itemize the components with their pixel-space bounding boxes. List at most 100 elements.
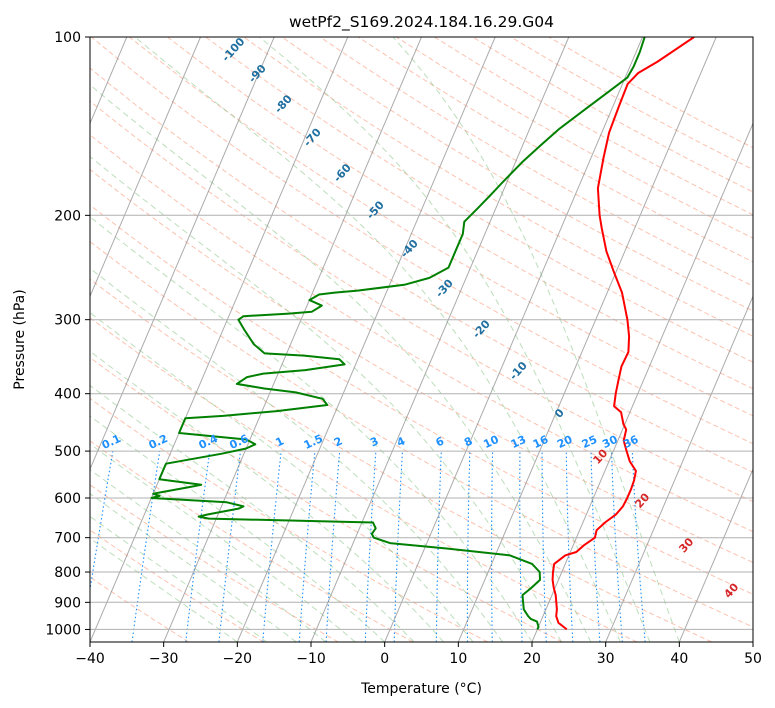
moist-adiabat (90, 515, 268, 642)
mixing-ratio-line (90, 451, 114, 594)
mixing-ratio-label: 1.5 (302, 432, 325, 452)
dry-adiabat (167, 37, 753, 390)
dry-adiabat-label: 20 (632, 490, 652, 510)
y-tick-label: 900 (54, 595, 81, 611)
y-tick-label: 200 (54, 208, 81, 224)
mixing-ratio-label: 16 (531, 433, 551, 451)
dry-adiabat (129, 37, 753, 417)
dry-adiabat (243, 37, 753, 337)
moist-adiabat (134, 37, 621, 642)
mixing-ratio-line (262, 451, 282, 642)
moist-adiabat (90, 493, 297, 642)
moist-adiabat (90, 267, 503, 642)
dry-adiabat (90, 204, 753, 595)
moist-adiabat (90, 469, 327, 642)
dry-adiabat-label: -60 (331, 161, 354, 185)
y-tick-label: 500 (54, 444, 81, 460)
mixing-ratio-label: 2 (332, 434, 344, 449)
dry-adiabat (205, 37, 753, 363)
isotherm (90, 37, 201, 298)
dry-adiabat (90, 317, 638, 642)
mixing-ratio-line (565, 451, 574, 642)
y-axis-label: Pressure (hPa) (12, 289, 28, 389)
x-axis-label: Temperature (°C) (360, 681, 482, 697)
mixing-ratio-line (298, 451, 316, 642)
x-tick-label: −10 (296, 651, 326, 667)
dry-adiabat-label: 40 (721, 580, 741, 600)
mixing-ratio-line (218, 451, 242, 642)
isotherm (457, 37, 717, 642)
y-tick-label: 400 (54, 387, 81, 403)
isopleth-labels: -100-90-80-70-60-50-40-30-20-10010203040… (100, 35, 742, 601)
dry-adiabat (90, 67, 753, 473)
dry-adiabat (90, 134, 753, 533)
mixing-ratio-label: 25 (580, 433, 599, 451)
x-axis: −40 −30 −20 −10 0 10 20 30 40 50 (75, 642, 762, 667)
y-tick-label: 700 (54, 531, 81, 547)
moist-adiabat (392, 37, 680, 642)
isotherm (90, 37, 349, 642)
mixing-ratio-label: 6 (434, 434, 447, 449)
y-tick-label: 600 (54, 491, 81, 507)
isotherm (531, 122, 753, 642)
x-tick-label: −40 (75, 651, 105, 667)
dewpoint-line (150, 37, 646, 630)
dry-adiabat-label: -100 (219, 35, 247, 64)
y-tick-label: 800 (54, 565, 81, 581)
mixing-ratio-label: 10 (481, 433, 501, 451)
moist-adiabat (90, 350, 444, 642)
moist-adiabat (90, 155, 562, 642)
dry-adiabat (90, 440, 414, 642)
dry-adiabat-label: -30 (433, 276, 456, 300)
mixing-ratio-label: 3 (368, 434, 380, 449)
dry-adiabat-label: -50 (364, 198, 387, 222)
dry-adiabat (90, 397, 488, 642)
dry-adiabat (434, 37, 753, 216)
isotherm (236, 37, 496, 642)
temperature-line (551, 37, 695, 631)
mixing-ratio-line (490, 451, 494, 642)
plot-frame (89, 36, 754, 643)
mixing-ratio-label: 36 (621, 433, 641, 451)
background-lines (90, 37, 753, 642)
dry-adiabat-label: -70 (301, 126, 324, 150)
x-tick-label: −30 (149, 651, 179, 667)
x-tick-label: 40 (670, 651, 688, 667)
dry-adiabat (90, 168, 753, 564)
x-tick-label: 50 (744, 651, 762, 667)
moist-adiabat (90, 384, 415, 642)
moist-adiabat (90, 311, 474, 642)
mixing-ratio-label: 1 (274, 434, 286, 449)
y-axis: 1000 900 800 700 600 500 400 300 200 100 (45, 30, 90, 638)
isotherm (310, 37, 570, 642)
mixing-ratio-label: 30 (600, 433, 620, 451)
dry-adiabat (90, 278, 712, 642)
dry-adiabat (90, 529, 264, 642)
isotherm (90, 37, 275, 471)
dry-adiabat (90, 100, 753, 503)
series-lines (150, 37, 695, 631)
mixing-ratio-label: 4 (395, 434, 408, 449)
mixing-ratio-label: 20 (555, 433, 575, 451)
isotherm (163, 37, 422, 642)
isotherm (384, 37, 643, 642)
mixing-ratio-label: 0.2 (147, 432, 170, 452)
x-tick-label: 30 (597, 651, 615, 667)
mixing-ratio-label: 8 (462, 434, 474, 449)
dry-adiabat (90, 356, 563, 642)
mixing-ratio-label: 0.1 (100, 432, 123, 452)
moist-adiabat (90, 415, 386, 642)
x-tick-label: 0 (380, 651, 389, 667)
mixing-ratio-line (435, 451, 442, 642)
moist-adiabat (90, 537, 238, 642)
mixing-ratio-label: 13 (509, 433, 528, 451)
moist-adiabat (90, 216, 533, 642)
dry-adiabat (510, 37, 753, 171)
isotherm (678, 467, 753, 642)
x-tick-label: 10 (449, 651, 467, 667)
x-tick-label: 20 (523, 651, 541, 667)
chart-title: wetPf2_S169.2024.184.16.29.G04 (289, 13, 554, 32)
dry-adiabat (357, 37, 753, 263)
dry-adiabat (281, 37, 753, 312)
